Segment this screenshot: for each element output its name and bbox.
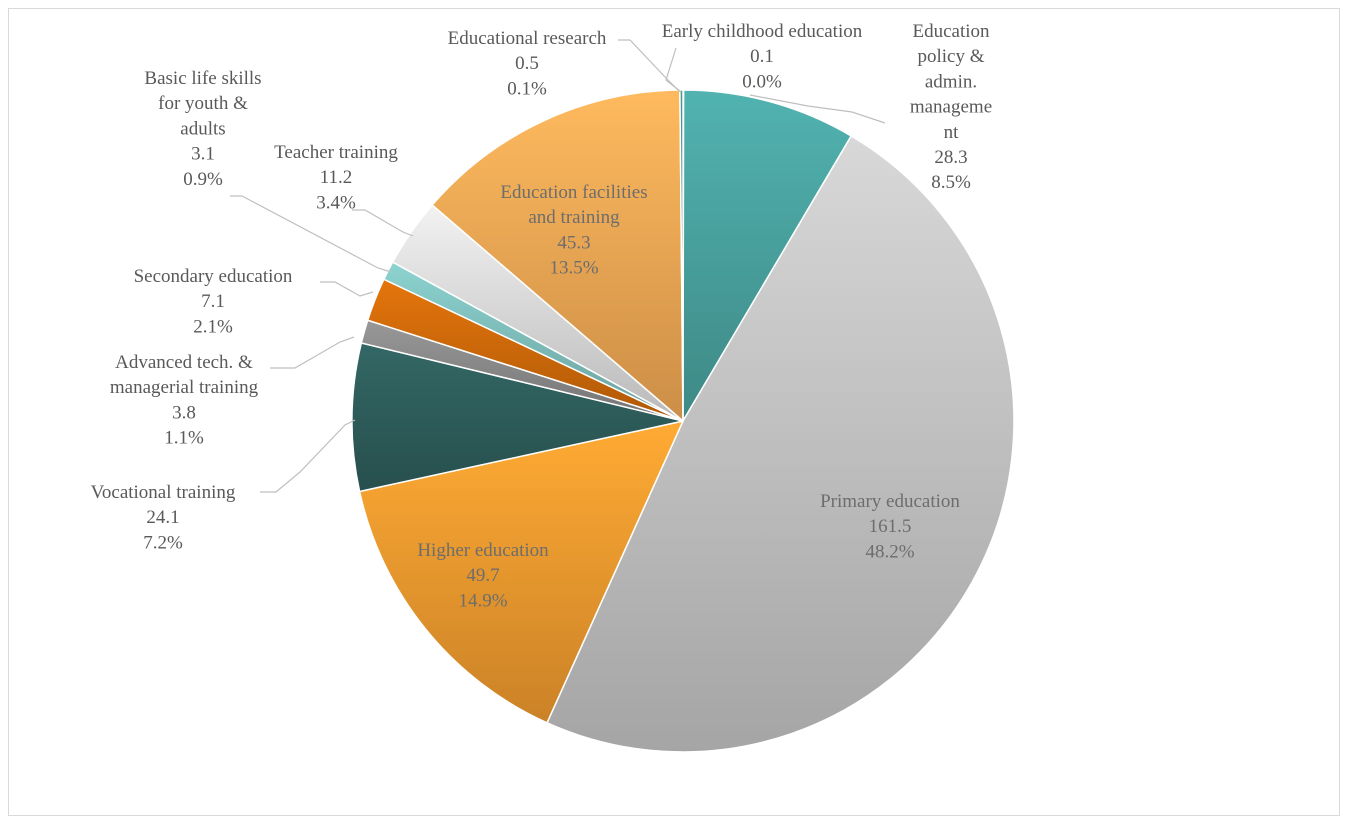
leader-line [320,281,374,297]
data-label-line: 161.5 [869,516,912,537]
leader-line [618,39,680,92]
data-label-line: Teacher training [274,142,398,163]
data-label-line: 0.9% [183,169,223,190]
data-label: Education facilities and training 45.3 13.5… [500,182,647,279]
leader-line [270,336,355,369]
data-label-line: 3.4% [316,192,356,213]
pie-slice [358,419,685,724]
data-label-line: 11.2 [320,167,353,188]
data-label-line: 13.5% [549,258,598,279]
leader-line [260,419,356,493]
data-label-line: Education facilities [500,182,647,203]
data-label-line: nt [944,122,960,143]
data-label-line: manageme [910,97,992,118]
data-label: Teacher training 11.2 3.4% [274,142,398,213]
data-label-line: 48.2% [865,541,914,562]
data-label-line: policy & [917,46,984,67]
data-label-line: admin. [925,71,977,92]
data-label: Vocational training 24.1 7.2% [91,482,236,553]
data-label-line: for youth & [158,93,248,114]
data-label-line: adults [180,118,225,139]
data-label-line: and training [528,207,620,228]
pie-slice [682,89,853,424]
leader-lines [230,39,886,493]
data-label-line: managerial training [110,377,259,398]
pie-slice [431,89,684,423]
data-label: Primary education 161.5 48.2% [820,491,960,562]
data-label-line: Basic life skills [144,68,261,89]
data-label-line: Secondary education [134,266,293,287]
data-label-line: Advanced tech. & [115,352,253,373]
pie-slice [679,89,684,422]
data-label-line: Primary education [820,491,960,512]
data-label: Advanced tech. & managerial training 3.8 1.… [110,352,259,449]
data-label-line: 28.3 [934,147,967,168]
data-label-line: Higher education [417,540,549,561]
leader-line [352,209,414,237]
pie-slices [351,89,1015,753]
pie-slice [546,134,1015,753]
data-label-line: 0.5 [515,53,539,74]
data-label: Basic life skills for youth & adults 3.1 0.9… [144,68,261,190]
leader-line [749,94,886,124]
data-label-line: Vocational training [91,482,236,503]
data-label-line: 0.1 [750,46,774,67]
data-label: Education policy & admin. manageme nt 28.3 8.5… [910,21,992,193]
data-label-line: 7.2% [143,532,183,553]
data-label-line: 3.1 [191,144,215,165]
data-label-line: 7.1 [201,291,225,312]
data-label: Educational research 0.5 0.1% [448,28,607,99]
data-label-line: 0.0% [742,71,782,92]
data-label-line: 24.1 [146,507,179,528]
data-label-line: 49.7 [466,565,499,586]
data-label: Higher education 49.7 14.9% [417,540,549,611]
data-label-line: 1.1% [164,428,204,449]
pie-slice [351,342,684,493]
data-label-line: 3.8 [172,402,196,423]
leader-line [230,195,392,273]
data-label-line: 45.3 [557,232,590,253]
data-label-line: 2.1% [193,316,233,337]
data-label-line: 14.9% [458,590,507,611]
data-label-line: 0.1% [507,78,547,99]
data-label-line: Educational research [448,28,607,49]
data-label-line: Education [912,21,990,42]
data-label-line: 8.5% [931,172,971,193]
data-label: Early childhood education 0.1 0.0% [662,21,863,92]
data-labels: Early childhood education 0.1 0.0% Educatio… [91,21,993,611]
data-label: Secondary education 7.1 2.1% [134,266,293,337]
data-label-line: Early childhood education [662,21,863,42]
